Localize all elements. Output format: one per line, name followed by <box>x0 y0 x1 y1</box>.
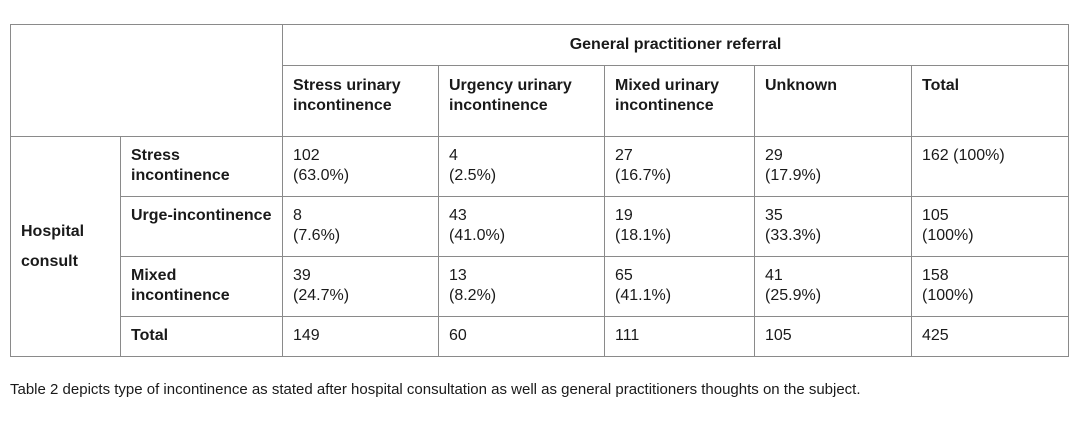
cell-percent: (16.7%) <box>615 167 672 184</box>
column-header: Urgency urinary incontinence <box>438 65 605 137</box>
row-header: Urge-incontinence <box>120 196 283 257</box>
total-cell: 149 <box>282 316 439 357</box>
cell-percent: (25.9%) <box>765 287 822 304</box>
cell-count: 105 <box>922 207 949 224</box>
cell-percent: (63.0%) <box>293 167 350 184</box>
table-row: Mixed incontinence 39 (24.7%) 13 (8.2%) 65… <box>11 256 1070 317</box>
cell-percent: (8.2%) <box>449 287 497 304</box>
cell-percent: (33.3%) <box>765 227 822 244</box>
corner-cell <box>10 24 283 137</box>
cell-percent: (7.6%) <box>293 227 341 244</box>
row-header-total: Total <box>120 316 283 357</box>
cell-count: 19 <box>615 207 633 224</box>
column-header: Unknown <box>754 65 912 137</box>
table-cell: 43 (41.0%) <box>438 196 605 257</box>
column-header: Total <box>910 65 1070 137</box>
table-cell: 27 (16.7%) <box>604 136 755 197</box>
column-header: Mixed urinary incontinence <box>604 65 755 137</box>
table-cell: 65 (41.1%) <box>604 256 755 317</box>
cell-count: 35 <box>765 207 783 224</box>
cell-count: 162 (100%) <box>922 147 1005 164</box>
cell-percent: (18.1%) <box>615 227 672 244</box>
table-row: Hospital consult Stress incontinence 102… <box>10 136 1070 357</box>
table-cell: 41 (25.9%) <box>754 256 912 317</box>
table-cell: 29 (17.9%) <box>754 136 912 197</box>
row-header: Stress incontinence <box>120 136 283 197</box>
table-header-title: General practitioner referral <box>281 24 1070 66</box>
cell-percent: (24.7%) <box>293 287 350 304</box>
table-cell: 158 (100%) <box>910 256 1070 317</box>
header-row-title: General practitioner referral <box>10 24 1070 137</box>
cell-percent: (41.1%) <box>615 287 672 304</box>
row-group-label: Hospital consult <box>10 136 121 357</box>
table-row: Urge-incontinence 8 (7.6%) 43 (41.0%) 19 (1… <box>11 196 1070 257</box>
cell-count: 43 <box>449 207 467 224</box>
data-table: General practitioner referral Stress uri… <box>10 24 1070 357</box>
cell-percent: (2.5%) <box>449 167 497 184</box>
cell-percent: (100%) <box>922 287 974 304</box>
cell-percent: (100%) <box>922 227 974 244</box>
cell-count: 41 <box>765 267 783 284</box>
table-cell: 39 (24.7%) <box>282 256 439 317</box>
table-row-total: Total 149 60 111 105 425 <box>11 316 1070 357</box>
cell-count: 13 <box>449 267 467 284</box>
total-cell: 425 <box>910 316 1070 357</box>
cell-percent: (41.0%) <box>449 227 506 244</box>
row-header: Mixed incontinence <box>120 256 283 317</box>
table-cell: 19 (18.1%) <box>604 196 755 257</box>
cell-percent: (17.9%) <box>765 167 822 184</box>
cell-count: 29 <box>765 147 783 164</box>
table-container: General practitioner referral Stress uri… <box>10 24 1070 357</box>
total-cell: 111 <box>604 316 755 357</box>
table-caption: Table 2 depicts type of incontinence as … <box>10 381 861 398</box>
header-row-columns: Stress urinary incontinence Urgency urin… <box>11 65 1070 137</box>
total-cell: 60 <box>438 316 605 357</box>
table-cell: 162 (100%) <box>910 136 1070 197</box>
table-cell: 102 (63.0%) <box>282 136 439 197</box>
cell-count: 4 <box>449 147 458 164</box>
table-cell: 8 (7.6%) <box>282 196 439 257</box>
cell-count: 102 <box>293 147 320 164</box>
cell-count: 27 <box>615 147 633 164</box>
cell-count: 65 <box>615 267 633 284</box>
cell-count: 39 <box>293 267 311 284</box>
total-cell: 105 <box>754 316 912 357</box>
table-cell: 105 (100%) <box>910 196 1070 257</box>
cell-count: 8 <box>293 207 302 224</box>
column-header: Stress urinary incontinence <box>282 65 439 137</box>
cell-count: 158 <box>922 267 949 284</box>
table-cell: 4 (2.5%) <box>438 136 605 197</box>
table-cell: 35 (33.3%) <box>754 196 912 257</box>
table-cell: 13 (8.2%) <box>438 256 605 317</box>
header-title-text: General practitioner referral <box>569 36 782 53</box>
